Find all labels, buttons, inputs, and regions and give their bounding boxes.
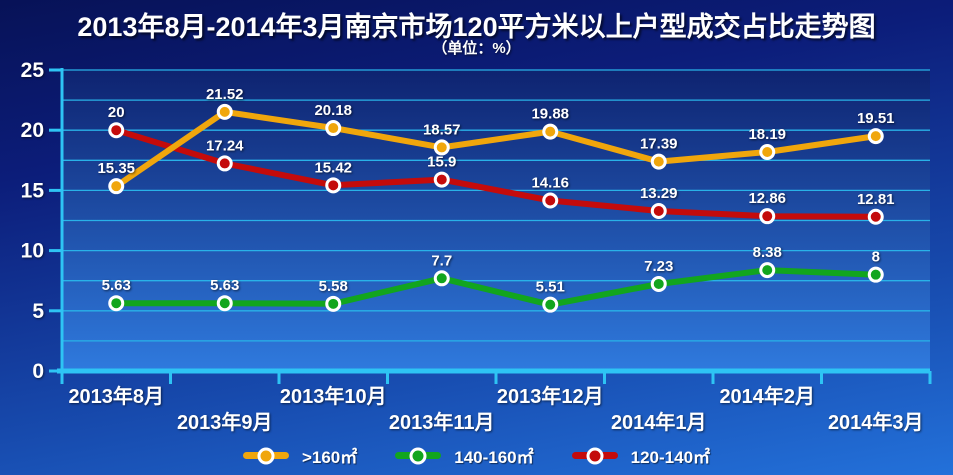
series-1-marker-icon xyxy=(325,295,342,312)
x-tick-label: 2014年3月 xyxy=(828,410,924,434)
series-2-marker-icon xyxy=(325,177,342,194)
series-1-marker-icon xyxy=(108,295,125,312)
series-1-marker-icon xyxy=(867,266,884,283)
series-2-marker-icon xyxy=(759,208,776,225)
series-2-line xyxy=(113,127,879,220)
series-2-data-label: 14.16 xyxy=(531,175,569,192)
y-tick-label: 10 xyxy=(21,240,44,263)
chart-title: 2013年8月-2014年3月南京市场120平方米以上户型成交占比走势图 xyxy=(77,12,876,42)
series-2-data-label: 15.42 xyxy=(314,159,352,176)
series-2-marker-icon xyxy=(216,155,233,172)
x-tick-label: 2014年1月 xyxy=(611,410,707,434)
legend-dot-icon xyxy=(257,447,275,464)
legend-item-120-140: 120-140㎡ xyxy=(571,443,711,468)
series-2-data-label: 12.86 xyxy=(748,190,786,207)
legend-item-140-160: 140-160㎡ xyxy=(395,443,534,468)
chart-subtitle: （单位：%） xyxy=(432,40,521,57)
legend-item-gt160: >160㎡ xyxy=(242,443,358,468)
legend-label-120-140: 120-140㎡ xyxy=(630,448,711,467)
series-2-data-label: 17.24 xyxy=(206,137,244,154)
series-1-marker-icon xyxy=(542,296,559,313)
series-2-marker-icon xyxy=(433,171,450,188)
series-2-data-label: 12.81 xyxy=(857,191,895,208)
series-0-data-label: 19.88 xyxy=(531,106,569,123)
series-0-line xyxy=(113,108,879,190)
y-tick-label: 0 xyxy=(32,360,44,383)
x-tick-label: 2013年8月 xyxy=(68,384,164,408)
y-tick-label: 25 xyxy=(21,59,45,82)
series-1-data-label: 8 xyxy=(872,249,880,266)
legend-label-140-160: 140-160㎡ xyxy=(454,448,534,467)
legend-marker-gt160-icon xyxy=(242,447,289,464)
chart-legend: >160㎡ 140-160㎡ 120-140㎡ xyxy=(0,443,953,468)
legend-label-gt160: >160㎡ xyxy=(301,448,358,467)
series-0-data-label: 15.35 xyxy=(97,160,135,177)
series-0-marker-icon xyxy=(867,128,884,145)
series-0-marker-icon xyxy=(108,178,125,195)
series-0-data-label: 18.57 xyxy=(423,121,461,138)
series-1-data-label: 5.58 xyxy=(319,278,348,295)
series-1-marker-icon xyxy=(216,295,233,312)
series-0-marker-icon xyxy=(325,120,342,137)
series-0-data-label: 20.18 xyxy=(314,102,352,119)
y-tick-label: 15 xyxy=(21,179,45,202)
series-1-marker-icon xyxy=(759,262,776,279)
series-0-marker-icon xyxy=(650,153,667,170)
series-2-marker-icon xyxy=(108,122,125,139)
series-0-marker-icon xyxy=(433,139,450,156)
legend-dot-icon xyxy=(586,447,604,464)
series-2-marker-icon xyxy=(542,192,559,209)
series-2-marker-icon xyxy=(867,208,884,225)
x-tick-label: 2013年11月 xyxy=(389,410,495,434)
series-0-data-label: 17.39 xyxy=(640,136,678,153)
x-tick-label: 2014年2月 xyxy=(719,384,815,408)
series-0-data-label: 18.19 xyxy=(748,126,786,143)
series-0-marker-icon xyxy=(216,103,233,120)
series-1-data-label: 5.63 xyxy=(102,277,131,294)
series-1-marker-icon xyxy=(650,275,667,292)
series-2-data-label: 13.29 xyxy=(640,185,678,202)
legend-dot-icon xyxy=(409,447,427,464)
series-0-marker-icon xyxy=(542,123,559,140)
series-1-line xyxy=(113,267,879,308)
series-0-marker-icon xyxy=(759,143,776,160)
series-0-data-label: 19.51 xyxy=(857,110,895,127)
series-2-data-label: 20 xyxy=(108,104,125,121)
series-2-marker-icon xyxy=(650,202,667,219)
legend-marker-140-160-icon xyxy=(395,447,442,464)
series-1-data-label: 5.63 xyxy=(210,277,239,294)
y-tick-label: 5 xyxy=(32,300,44,323)
legend-marker-120-140-icon xyxy=(571,447,618,464)
series-1-data-label: 7.23 xyxy=(644,258,673,275)
x-tick-label: 2013年12月 xyxy=(497,384,604,408)
x-tick-label: 2013年10月 xyxy=(280,384,387,408)
x-tick-label: 2013年9月 xyxy=(177,410,273,434)
series-1-marker-icon xyxy=(433,270,450,287)
series-1-data-label: 8.38 xyxy=(753,244,782,261)
series-1-data-label: 5.51 xyxy=(536,279,565,296)
series-1-data-label: 7.7 xyxy=(431,252,452,269)
series-0-data-label: 21.52 xyxy=(206,86,244,103)
series-2-data-label: 15.9 xyxy=(427,154,456,171)
y-tick-label: 20 xyxy=(21,119,44,142)
